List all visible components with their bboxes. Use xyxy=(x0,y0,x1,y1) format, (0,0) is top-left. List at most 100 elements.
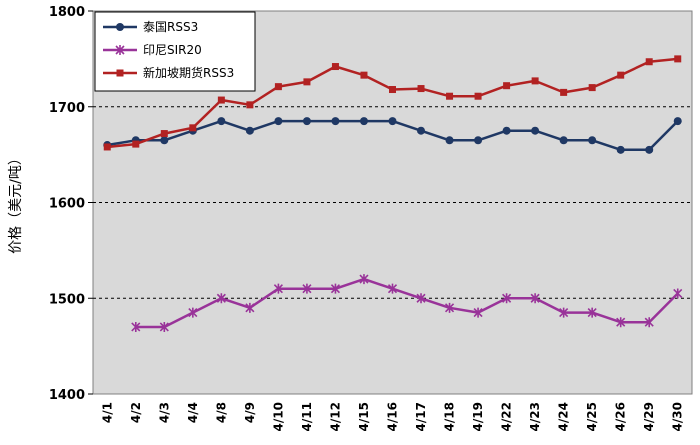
x-tick-label: 4/10 xyxy=(271,402,285,431)
data-point xyxy=(246,101,254,109)
series-line xyxy=(135,277,679,329)
x-tick-label: 4/24 xyxy=(557,402,571,431)
data-point xyxy=(502,126,511,135)
data-point xyxy=(217,96,225,104)
data-point xyxy=(588,136,597,145)
data-point xyxy=(389,86,396,94)
data-point xyxy=(302,283,312,294)
data-point xyxy=(645,145,654,154)
x-tick-label: 4/2 xyxy=(129,402,143,423)
y-tick-label: 1600 xyxy=(49,197,85,212)
data-point xyxy=(388,117,397,126)
legend-label: 新加坡期货RSS3 xyxy=(143,65,234,80)
data-point xyxy=(245,126,254,135)
x-tick-label: 4/1 xyxy=(100,402,114,423)
data-point xyxy=(530,293,540,304)
data-point xyxy=(559,307,569,318)
data-point xyxy=(189,124,197,132)
data-point xyxy=(616,317,626,328)
data-point xyxy=(416,293,426,304)
x-tick-label: 4/29 xyxy=(642,402,656,431)
data-point xyxy=(387,283,398,294)
data-point xyxy=(103,143,111,151)
x-tick-label: 4/30 xyxy=(671,402,685,431)
data-point xyxy=(359,274,369,285)
gridlines xyxy=(88,10,692,395)
series-lines xyxy=(103,55,683,332)
data-point xyxy=(616,145,625,154)
data-point xyxy=(417,85,425,93)
data-point xyxy=(531,126,540,135)
data-point xyxy=(446,92,454,100)
x-tick-label: 4/8 xyxy=(214,402,228,423)
data-point xyxy=(645,58,653,66)
data-point xyxy=(330,283,341,294)
data-point xyxy=(587,307,597,318)
x-tick-label: 4/23 xyxy=(528,402,542,431)
y-axis-label: 价格（美元/吨） xyxy=(8,151,24,254)
series-2 xyxy=(131,274,683,332)
data-point xyxy=(188,307,198,318)
data-point xyxy=(445,136,454,145)
legend-label: 泰国RSS3 xyxy=(143,20,198,34)
x-tick-label: 4/17 xyxy=(414,402,428,431)
series-3 xyxy=(103,55,682,151)
data-point xyxy=(302,117,311,126)
x-tick-label: 4/3 xyxy=(157,402,171,423)
data-point xyxy=(360,71,368,79)
data-point xyxy=(644,317,654,328)
y-axis-ticks: 1400 1500 1600 1700 1800 xyxy=(49,5,85,403)
x-tick-label: 4/18 xyxy=(443,402,457,431)
data-point xyxy=(303,78,311,86)
data-point xyxy=(560,88,568,96)
data-point xyxy=(503,82,511,90)
y-tick-label: 1700 xyxy=(49,101,85,116)
data-point xyxy=(131,321,141,332)
data-point xyxy=(331,117,340,126)
legend-label: 印尼SIR20 xyxy=(143,43,202,57)
data-point xyxy=(273,283,283,294)
x-tick-label: 4/9 xyxy=(243,402,257,423)
data-point xyxy=(359,117,368,126)
x-axis-ticks: 4/1 4/2 4/3 4/4 4/8 4/9 4/10 4/11 4/12 4/15 4/16 4/… xyxy=(100,402,684,431)
data-point xyxy=(617,71,625,79)
data-point xyxy=(132,140,140,148)
y-tick-label: 1800 xyxy=(49,5,85,20)
data-point xyxy=(673,117,682,126)
legend: 泰国RSS3 印尼SIR20 新加坡期货RSS3 xyxy=(94,11,256,92)
data-point xyxy=(474,136,483,145)
legend-swatch-marker xyxy=(116,69,124,77)
y-tick-label: 1500 xyxy=(49,292,85,307)
data-point xyxy=(588,84,596,92)
data-point xyxy=(160,136,169,145)
x-tick-label: 4/16 xyxy=(386,402,400,431)
x-tick-label: 4/22 xyxy=(500,402,514,431)
x-tick-label: 4/26 xyxy=(614,402,628,431)
data-point xyxy=(217,117,226,126)
data-point xyxy=(216,293,226,304)
data-point xyxy=(473,307,483,318)
legend-swatch-marker xyxy=(115,45,125,55)
data-point xyxy=(245,302,255,313)
data-point xyxy=(502,293,512,304)
data-point xyxy=(417,126,426,135)
data-point xyxy=(274,83,282,91)
legend-swatch-marker xyxy=(116,23,124,31)
x-tick-label: 4/4 xyxy=(186,402,200,423)
data-point xyxy=(674,55,682,63)
x-tick-label: 4/15 xyxy=(357,402,371,431)
data-point xyxy=(444,302,455,313)
data-point xyxy=(559,136,568,145)
data-point xyxy=(274,117,283,126)
data-point xyxy=(474,92,482,100)
data-point xyxy=(159,321,169,332)
x-tick-label: 4/25 xyxy=(585,402,599,431)
data-point xyxy=(331,63,339,71)
data-point xyxy=(531,77,539,85)
data-point xyxy=(673,288,683,299)
x-tick-label: 4/11 xyxy=(300,402,314,431)
data-point xyxy=(160,130,168,138)
y-tick-label: 1400 xyxy=(49,388,85,403)
